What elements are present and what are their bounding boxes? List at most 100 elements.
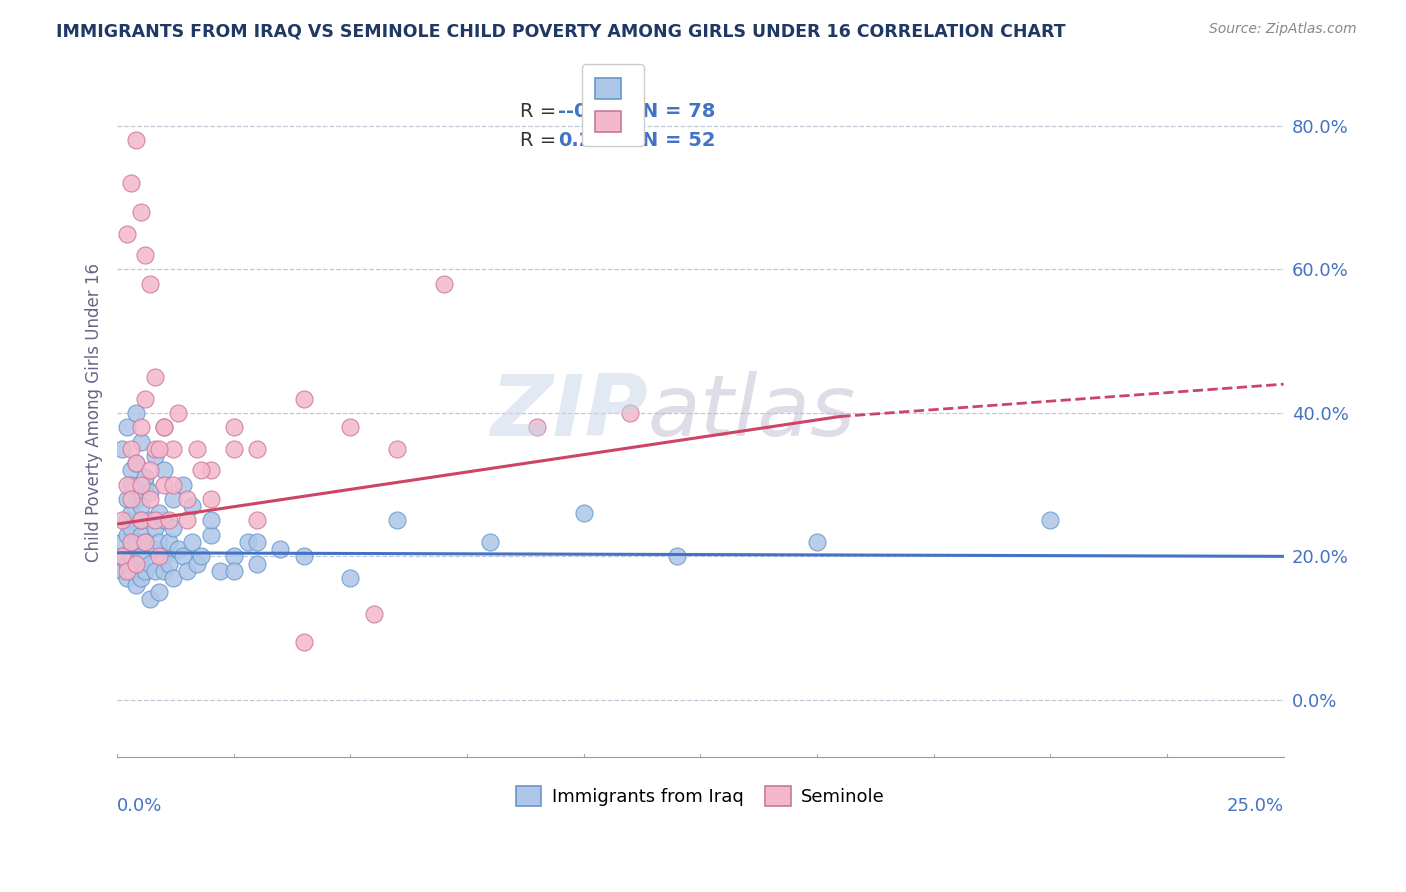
Point: [292, 392, 315, 406]
Point: [115, 564, 138, 578]
Point: [120, 442, 142, 456]
Point: [186, 442, 208, 456]
Point: [246, 513, 269, 527]
Point: [115, 491, 138, 506]
Point: [125, 133, 148, 147]
Point: [162, 521, 184, 535]
Point: [180, 499, 202, 513]
Point: [120, 542, 142, 557]
Point: [120, 535, 142, 549]
Text: R =: R =: [520, 131, 568, 151]
Point: [134, 535, 156, 549]
Point: [339, 571, 361, 585]
Point: [1039, 513, 1062, 527]
Point: [120, 521, 142, 535]
Point: [111, 535, 134, 549]
Point: [180, 535, 202, 549]
Point: [134, 470, 156, 484]
Text: ZIP: ZIP: [491, 371, 648, 454]
Point: [153, 463, 176, 477]
Point: [292, 549, 315, 564]
Point: [479, 535, 502, 549]
Point: [129, 420, 152, 434]
Text: R =: R =: [520, 102, 562, 120]
Point: [120, 506, 142, 520]
Point: [172, 477, 194, 491]
Point: [148, 585, 170, 599]
Point: [148, 549, 170, 564]
Point: [153, 564, 176, 578]
Text: Source: ZipAtlas.com: Source: ZipAtlas.com: [1209, 22, 1357, 37]
Point: [134, 564, 156, 578]
Point: [153, 549, 176, 564]
Point: [125, 557, 148, 571]
Point: [120, 477, 142, 491]
Point: [139, 463, 162, 477]
Point: [129, 528, 152, 542]
Point: [162, 442, 184, 456]
Point: [125, 578, 148, 592]
Point: [115, 513, 138, 527]
Point: [385, 442, 408, 456]
Point: [143, 521, 166, 535]
Point: [115, 227, 138, 241]
Point: [433, 277, 456, 291]
Point: [125, 557, 148, 571]
Text: 25.0%: 25.0%: [1226, 797, 1284, 814]
Point: [129, 513, 152, 527]
Point: [269, 542, 291, 557]
Text: 0.0%: 0.0%: [117, 797, 163, 814]
Point: [148, 506, 170, 520]
Point: [176, 491, 198, 506]
Point: [129, 434, 152, 449]
Point: [162, 571, 184, 585]
Point: [129, 549, 152, 564]
Point: [246, 442, 269, 456]
Point: [125, 406, 148, 420]
Point: [385, 513, 408, 527]
Point: [806, 535, 828, 549]
Point: [363, 607, 385, 621]
Point: [200, 513, 222, 527]
Point: [246, 535, 269, 549]
Point: [172, 549, 194, 564]
Point: [222, 564, 245, 578]
Text: 0.235: 0.235: [558, 131, 620, 151]
Point: [176, 513, 198, 527]
Point: [166, 542, 188, 557]
Point: [120, 549, 142, 564]
Point: [139, 592, 162, 607]
Point: [162, 477, 184, 491]
Point: [134, 477, 156, 491]
Point: [120, 176, 142, 190]
Point: [129, 205, 152, 219]
Point: [115, 571, 138, 585]
Point: [134, 535, 156, 549]
Point: [129, 477, 152, 491]
Point: [339, 420, 361, 434]
Point: [246, 557, 269, 571]
Point: [111, 549, 134, 564]
Point: [190, 463, 212, 477]
Point: [143, 370, 166, 384]
Point: [236, 535, 259, 549]
Point: [115, 557, 138, 571]
Point: [129, 513, 152, 527]
Legend: Immigrants from Iraq, Seminole: Immigrants from Iraq, Seminole: [509, 779, 893, 814]
Point: [120, 463, 142, 477]
Point: [115, 420, 138, 434]
Point: [120, 491, 142, 506]
Point: [200, 463, 222, 477]
Point: [157, 513, 180, 527]
Point: [125, 456, 148, 470]
Point: [526, 420, 548, 434]
Point: [157, 535, 180, 549]
Text: --0.009: --0.009: [558, 102, 636, 120]
Point: [200, 528, 222, 542]
Point: [125, 491, 148, 506]
Point: [157, 557, 180, 571]
Point: [153, 420, 176, 434]
Point: [190, 549, 212, 564]
Point: [153, 477, 176, 491]
Point: [166, 406, 188, 420]
